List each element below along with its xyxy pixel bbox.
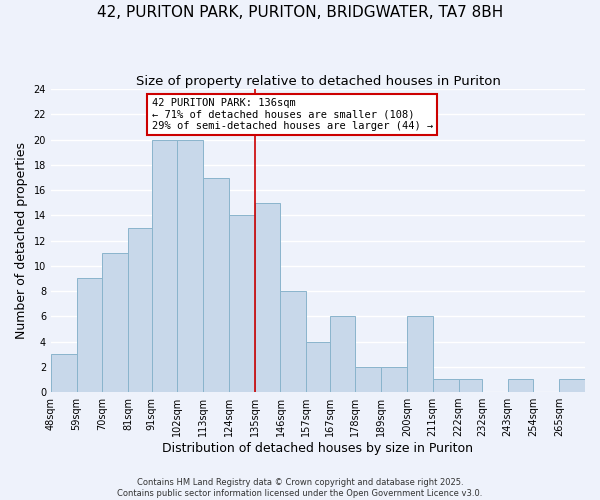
Bar: [329, 316, 355, 392]
Bar: [306, 342, 329, 392]
Y-axis label: Number of detached properties: Number of detached properties: [15, 142, 28, 339]
Bar: [103, 253, 128, 392]
Bar: [229, 216, 255, 392]
Bar: [508, 380, 533, 392]
Bar: [280, 291, 306, 392]
Text: Contains HM Land Registry data © Crown copyright and database right 2025.
Contai: Contains HM Land Registry data © Crown c…: [118, 478, 482, 498]
Bar: [203, 178, 229, 392]
Bar: [407, 316, 433, 392]
Bar: [128, 228, 152, 392]
Bar: [51, 354, 77, 392]
Bar: [255, 203, 280, 392]
Text: 42, PURITON PARK, PURITON, BRIDGWATER, TA7 8BH: 42, PURITON PARK, PURITON, BRIDGWATER, T…: [97, 5, 503, 20]
Bar: [152, 140, 178, 392]
Bar: [458, 380, 482, 392]
Bar: [559, 380, 585, 392]
Bar: [77, 278, 103, 392]
X-axis label: Distribution of detached houses by size in Puriton: Distribution of detached houses by size …: [163, 442, 473, 455]
Bar: [355, 367, 381, 392]
Bar: [381, 367, 407, 392]
Text: 42 PURITON PARK: 136sqm
← 71% of detached houses are smaller (108)
29% of semi-d: 42 PURITON PARK: 136sqm ← 71% of detache…: [152, 98, 433, 131]
Title: Size of property relative to detached houses in Puriton: Size of property relative to detached ho…: [136, 75, 500, 88]
Bar: [178, 140, 203, 392]
Bar: [433, 380, 458, 392]
